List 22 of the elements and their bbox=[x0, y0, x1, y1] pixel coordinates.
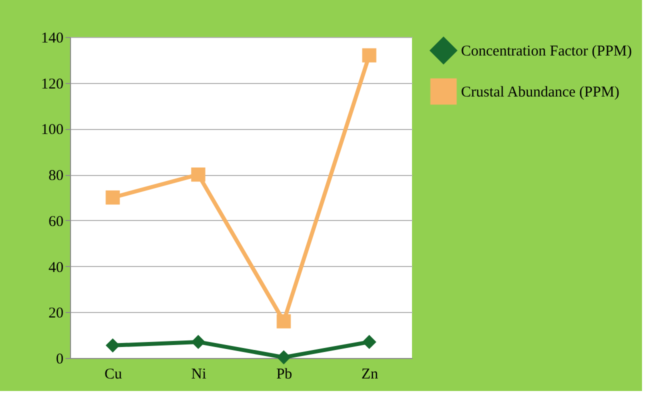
point bbox=[191, 334, 206, 350]
y-tick-label: 80 bbox=[48, 168, 64, 184]
legend-label: Crustal Abundance (PPM) bbox=[461, 84, 620, 100]
x-tick-label: Ni bbox=[191, 366, 206, 382]
y-tick-label: 100 bbox=[41, 122, 64, 138]
y-tick-label: 20 bbox=[48, 306, 64, 322]
point bbox=[106, 190, 120, 205]
y-tick-label: 0 bbox=[56, 352, 64, 368]
point bbox=[276, 350, 291, 364]
y-tick-label: 60 bbox=[48, 214, 64, 230]
point bbox=[362, 48, 376, 62]
y-tick-label: 120 bbox=[41, 76, 64, 92]
point bbox=[106, 338, 120, 352]
x-tick-label: Cu bbox=[104, 366, 122, 382]
y-tick-label: 40 bbox=[48, 260, 64, 276]
y-tick-label: 140 bbox=[41, 30, 64, 46]
x-tick-label: Zn bbox=[361, 366, 379, 382]
point bbox=[362, 334, 376, 350]
x-tick-label: Pb bbox=[276, 366, 292, 382]
point bbox=[191, 168, 206, 182]
point bbox=[276, 314, 291, 328]
legend-label: Concentration Factor (PPM) bbox=[461, 44, 632, 60]
